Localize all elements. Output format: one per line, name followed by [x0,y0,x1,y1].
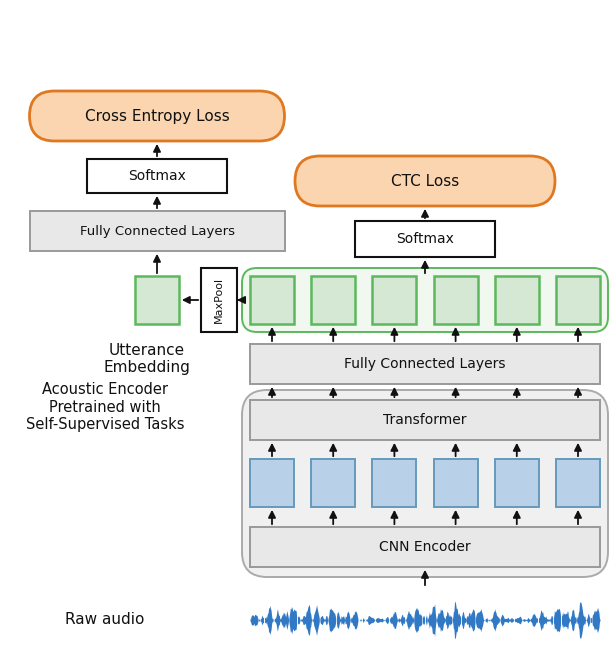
Bar [495,276,539,324]
Bar [30,211,285,251]
Bar [373,276,416,324]
Text: Utterance
Embedding: Utterance Embedding [103,343,190,375]
Text: Fully Connected Layers: Fully Connected Layers [79,224,235,238]
Text: Acoustic Encoder
Pretrained with
Self-Supervised Tasks: Acoustic Encoder Pretrained with Self-Su… [26,382,184,432]
Bar [87,159,227,193]
Bar [556,276,600,324]
Bar [250,459,294,507]
Text: Transformer: Transformer [383,413,467,427]
Bar [250,276,294,324]
Text: CTC Loss: CTC Loss [391,173,459,189]
Text: Softmax: Softmax [128,169,186,183]
Bar [373,459,416,507]
Bar [434,459,477,507]
Bar [556,459,600,507]
Text: Raw audio: Raw audio [65,612,145,628]
Bar [135,276,179,324]
Text: Fully Connected Layers: Fully Connected Layers [344,357,506,371]
FancyBboxPatch shape [295,156,555,206]
Bar [311,459,355,507]
FancyBboxPatch shape [242,390,608,577]
FancyBboxPatch shape [30,91,285,141]
Text: MaxPool: MaxPool [214,277,224,323]
Bar [250,527,600,567]
Bar [250,400,600,440]
Text: CNN Encoder: CNN Encoder [379,540,471,554]
Bar [355,221,495,257]
FancyBboxPatch shape [242,268,608,332]
Bar [311,276,355,324]
Bar [250,344,600,384]
Bar [201,268,237,332]
Bar [434,276,477,324]
Bar [495,459,539,507]
Text: Cross Entropy Loss: Cross Entropy Loss [84,109,229,124]
Text: Softmax: Softmax [396,232,454,246]
